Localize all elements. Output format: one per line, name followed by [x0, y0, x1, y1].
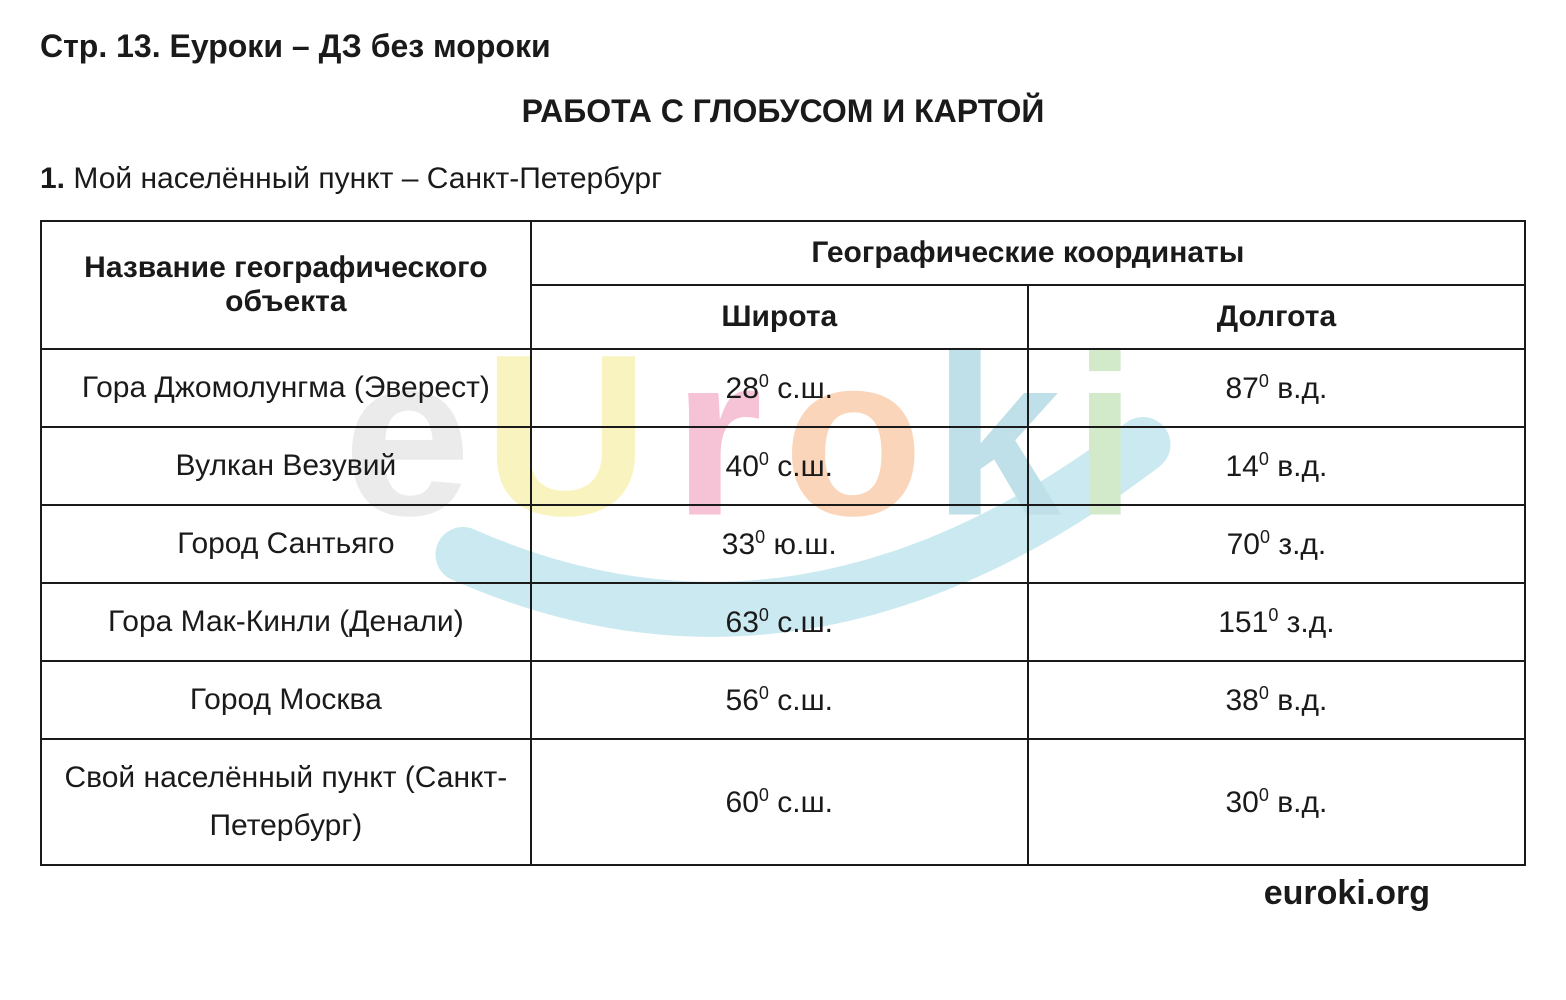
cell-longitude: 700 з.д. — [1028, 505, 1525, 583]
section-title: РАБОТА С ГЛОБУСОМ И КАРТОЙ — [40, 93, 1526, 130]
table-row: Город Москва560 с.ш.380 в.д. — [41, 661, 1525, 739]
cell-latitude: 280 с.ш. — [531, 349, 1028, 427]
cell-object-name: Город Сантьяго — [41, 505, 531, 583]
task-number: 1. — [40, 162, 65, 195]
cell-object-name: Город Москва — [41, 661, 531, 739]
cell-longitude: 870 в.д. — [1028, 349, 1525, 427]
task-line: 1. Мой населённый пункт – Санкт-Петербур… — [40, 162, 1526, 196]
cell-latitude: 630 с.ш. — [531, 583, 1028, 661]
task-text: Мой населённый пункт – Санкт-Петербург — [73, 162, 662, 195]
col-header-coords-group: Географические координаты — [531, 221, 1525, 285]
table-row: Вулкан Везувий400 с.ш.140 в.д. — [41, 427, 1525, 505]
col-header-longitude: Долгота — [1028, 285, 1525, 349]
table-row: Гора Мак-Кинли (Денали)630 с.ш.1510 з.д. — [41, 583, 1525, 661]
cell-object-name: Свой населённый пункт (Санкт-Петербург) — [41, 739, 531, 865]
table-row: Гора Джомолунгма (Эверест)280 с.ш.870 в.… — [41, 349, 1525, 427]
cell-latitude: 560 с.ш. — [531, 661, 1028, 739]
col-header-object: Название географического объекта — [41, 221, 531, 349]
table-row: Свой населённый пункт (Санкт-Петербург)6… — [41, 739, 1525, 865]
cell-latitude: 330 ю.ш. — [531, 505, 1028, 583]
cell-longitude: 380 в.д. — [1028, 661, 1525, 739]
col-header-latitude: Широта — [531, 285, 1028, 349]
cell-latitude: 400 с.ш. — [531, 427, 1028, 505]
cell-object-name: Вулкан Везувий — [41, 427, 531, 505]
cell-object-name: Гора Мак-Кинли (Денали) — [41, 583, 531, 661]
cell-longitude: 300 в.д. — [1028, 739, 1525, 865]
page-header: Стр. 13. Еуроки – ДЗ без мороки — [40, 28, 1526, 65]
table-body: Гора Джомолунгма (Эверест)280 с.ш.870 в.… — [41, 349, 1525, 865]
table-row: Город Сантьяго330 ю.ш.700 з.д. — [41, 505, 1525, 583]
cell-longitude: 1510 з.д. — [1028, 583, 1525, 661]
coords-table: Название географического объекта Географ… — [40, 220, 1526, 866]
cell-latitude: 600 с.ш. — [531, 739, 1028, 865]
footer-brand: euroki.org — [40, 874, 1526, 913]
cell-object-name: Гора Джомолунгма (Эверест) — [41, 349, 531, 427]
cell-longitude: 140 в.д. — [1028, 427, 1525, 505]
